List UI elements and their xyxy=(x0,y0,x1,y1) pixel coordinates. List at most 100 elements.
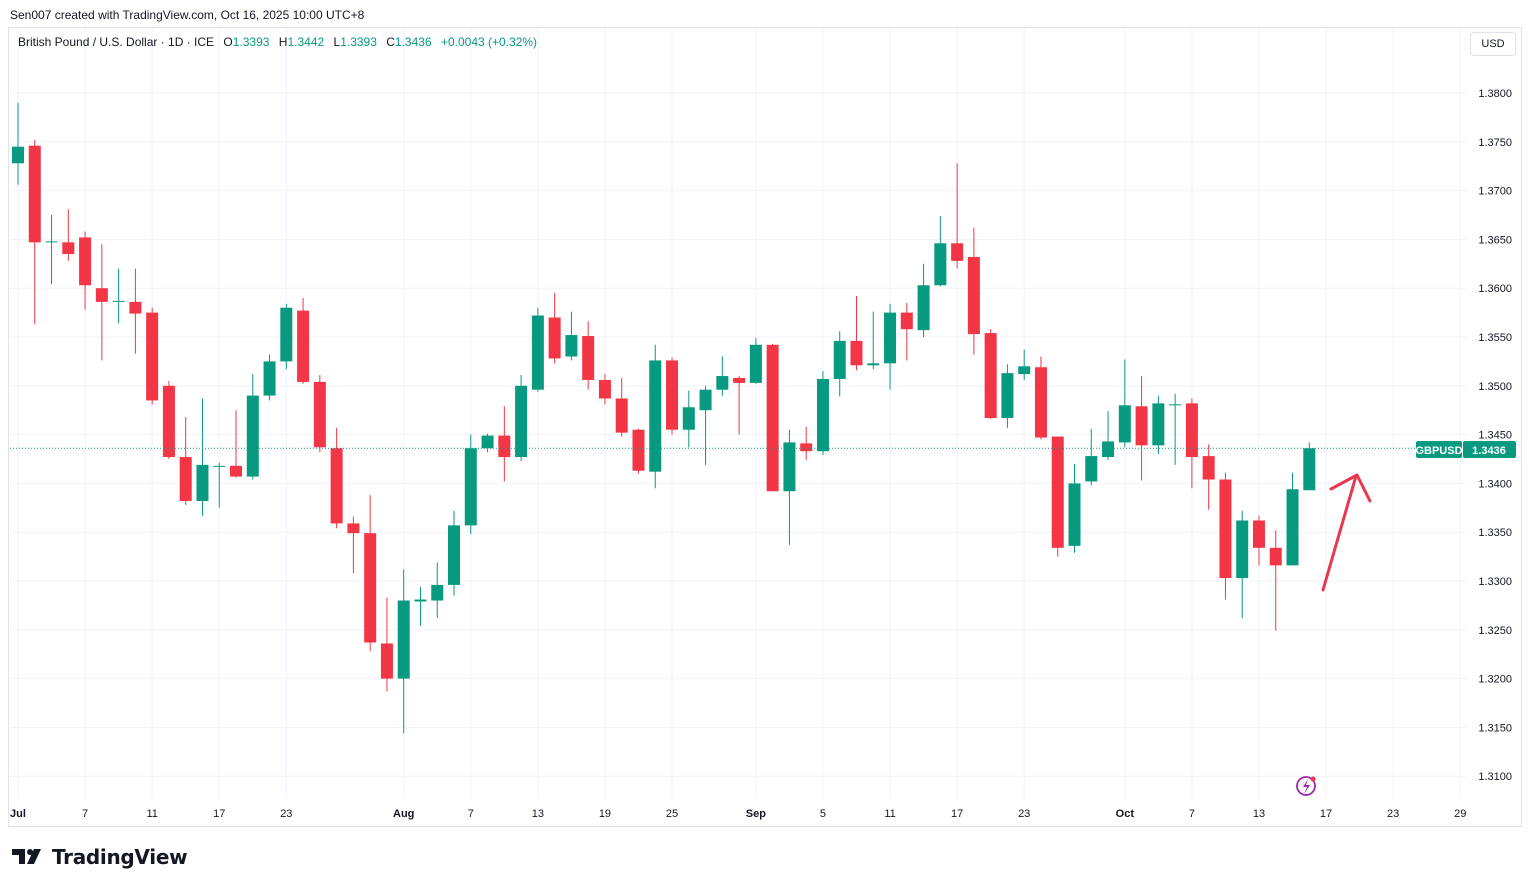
candle-down[interactable] xyxy=(129,268,142,354)
candle-up[interactable] xyxy=(833,331,846,397)
candle-body xyxy=(12,146,24,164)
candle-down[interactable] xyxy=(1219,472,1232,600)
candle-down[interactable] xyxy=(330,427,343,529)
candle-down[interactable] xyxy=(179,417,192,505)
candle-up[interactable] xyxy=(1169,393,1182,465)
candle-up[interactable] xyxy=(531,307,544,392)
candle-body xyxy=(548,317,561,359)
candle-up[interactable] xyxy=(263,354,276,401)
candle-up[interactable] xyxy=(112,268,125,324)
chart-credit: Sen007 created with TradingView.com, Oct… xyxy=(10,8,365,22)
x-tick-label: 19 xyxy=(599,808,611,820)
candle-down[interactable] xyxy=(79,231,92,310)
candle-down[interactable] xyxy=(1269,530,1282,631)
candle-up[interactable] xyxy=(1018,349,1031,380)
candle-up[interactable] xyxy=(213,462,226,508)
candle-up[interactable] xyxy=(464,434,477,535)
candle-up[interactable] xyxy=(481,433,494,453)
candle-up[interactable] xyxy=(1068,463,1081,553)
candle-down[interactable] xyxy=(380,597,393,692)
candle-body xyxy=(330,448,343,524)
candle-up[interactable] xyxy=(884,303,897,390)
x-tick-label: 17 xyxy=(951,808,963,820)
candle-down[interactable] xyxy=(95,244,108,361)
candle-up[interactable] xyxy=(867,311,880,370)
currency-button[interactable]: USD xyxy=(1470,32,1516,56)
candle-down[interactable] xyxy=(800,426,813,460)
candle-down[interactable] xyxy=(967,227,980,355)
candle-down[interactable] xyxy=(582,321,595,390)
candle-up[interactable] xyxy=(749,337,762,384)
candle-down[interactable] xyxy=(162,380,175,459)
candle-up[interactable] xyxy=(699,385,712,465)
candle-up[interactable] xyxy=(414,586,427,626)
candle-up[interactable] xyxy=(783,429,796,545)
candle-up[interactable] xyxy=(1118,359,1131,448)
candle-down[interactable] xyxy=(548,293,561,364)
candle-up[interactable] xyxy=(649,344,662,489)
candle-down[interactable] xyxy=(364,495,377,652)
candle-up[interactable] xyxy=(682,390,695,448)
candle-up[interactable] xyxy=(1085,428,1098,486)
candle-up[interactable] xyxy=(565,311,578,361)
candle-up[interactable] xyxy=(12,102,24,185)
candle-down[interactable] xyxy=(230,410,243,478)
candle-down[interactable] xyxy=(347,516,360,574)
candle-down[interactable] xyxy=(733,376,746,435)
candle-up[interactable] xyxy=(246,374,259,480)
candle-down[interactable] xyxy=(313,375,326,453)
candle-body xyxy=(230,465,243,477)
candle-down[interactable] xyxy=(1202,444,1215,510)
open-label: O xyxy=(223,35,233,49)
candle-down[interactable] xyxy=(1185,398,1198,489)
x-tick-label: 25 xyxy=(666,808,678,820)
candle-down[interactable] xyxy=(1034,356,1047,440)
candle-body xyxy=(967,256,980,335)
replay-icon[interactable] xyxy=(1296,776,1316,796)
candle-up[interactable] xyxy=(816,371,829,456)
candle-up[interactable] xyxy=(1001,364,1014,428)
candle-down[interactable] xyxy=(1051,436,1064,557)
candle-down[interactable] xyxy=(666,357,679,435)
candle-body xyxy=(1152,403,1165,446)
candle-down[interactable] xyxy=(146,307,159,405)
candle-down[interactable] xyxy=(1252,515,1265,566)
candle-down[interactable] xyxy=(297,297,310,384)
candle-down[interactable] xyxy=(984,329,997,419)
candle-up[interactable] xyxy=(934,215,947,287)
candle-down[interactable] xyxy=(850,296,863,371)
candle-down[interactable] xyxy=(28,139,41,325)
symbol-label[interactable]: British Pound / U.S. Dollar · 1D · ICE xyxy=(18,35,215,49)
candle-body xyxy=(1185,403,1198,458)
candle-up[interactable] xyxy=(1303,442,1316,491)
candle-up[interactable] xyxy=(1102,411,1115,460)
candle-up[interactable] xyxy=(1236,510,1249,619)
candle-body xyxy=(364,533,377,643)
candle-body xyxy=(146,312,159,401)
candle-down[interactable] xyxy=(498,406,511,482)
candle-up[interactable] xyxy=(515,375,528,461)
candle-up[interactable] xyxy=(917,263,930,337)
candle-down[interactable] xyxy=(1135,376,1148,481)
candle-body xyxy=(414,599,427,602)
candle-down[interactable] xyxy=(615,377,628,437)
x-tick-label: 7 xyxy=(1189,808,1195,820)
candle-up[interactable] xyxy=(397,569,410,734)
candle-up[interactable] xyxy=(431,562,444,619)
candle-down[interactable] xyxy=(900,302,913,361)
candle-down[interactable] xyxy=(766,343,779,492)
candle-up[interactable] xyxy=(448,510,461,596)
candle-down[interactable] xyxy=(951,163,964,269)
candle-up[interactable] xyxy=(196,398,209,516)
candle-down[interactable] xyxy=(632,428,645,474)
candle-up[interactable] xyxy=(716,356,729,396)
candle-body xyxy=(783,442,796,492)
candle-body xyxy=(347,523,360,534)
candle-up[interactable] xyxy=(45,215,58,285)
candle-up[interactable] xyxy=(1152,395,1165,455)
candle-down[interactable] xyxy=(598,374,611,405)
candle-down[interactable] xyxy=(62,209,75,261)
candle-up[interactable] xyxy=(280,303,293,370)
candle-up[interactable] xyxy=(1286,472,1299,566)
